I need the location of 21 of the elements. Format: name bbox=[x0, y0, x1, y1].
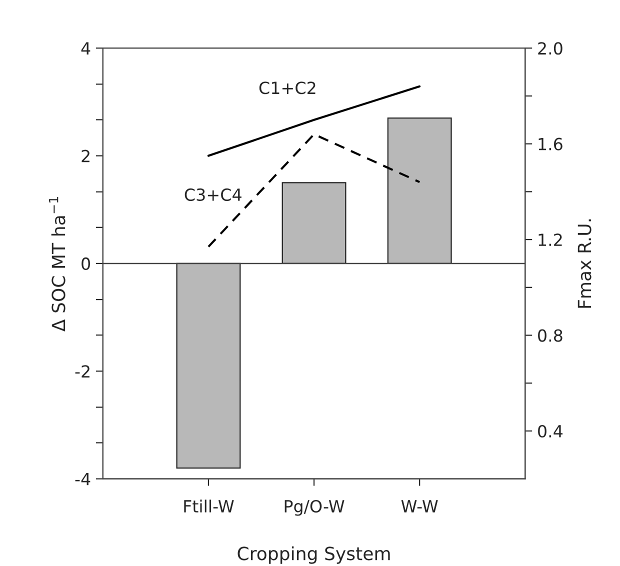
y2-axis-title: Fmax R.U. bbox=[578, 219, 592, 308]
y2-tick-label: 2.0 bbox=[538, 42, 562, 55]
y-tick-label: -4 bbox=[75, 473, 90, 486]
y2-tick-label: 1.6 bbox=[538, 138, 562, 150]
y-tick-label: 2 bbox=[82, 150, 90, 162]
y2-tick-label: 0.4 bbox=[538, 424, 563, 438]
bar bbox=[387, 118, 452, 264]
x-axis-title: Cropping System bbox=[238, 546, 390, 564]
x-tick-label: W-W bbox=[401, 500, 438, 512]
bar bbox=[176, 262, 241, 469]
bar bbox=[282, 182, 346, 264]
y-tick-label: 0 bbox=[82, 257, 90, 270]
x-tick-label: Pg/O-W bbox=[284, 500, 344, 516]
series-label: C3+C4 bbox=[184, 188, 242, 202]
series-label: C1+C2 bbox=[259, 82, 316, 94]
y2-tick-label: 1.2 bbox=[538, 234, 562, 246]
y-axis-title: Δ SOC MT ha$^{−1}$ bbox=[48, 197, 66, 332]
y-tick-label: -2 bbox=[75, 365, 90, 378]
y2-tick-label: 0.8 bbox=[538, 329, 562, 342]
x-tick-label: Ftill-W bbox=[184, 500, 234, 512]
y-tick-label: 4 bbox=[81, 42, 90, 54]
